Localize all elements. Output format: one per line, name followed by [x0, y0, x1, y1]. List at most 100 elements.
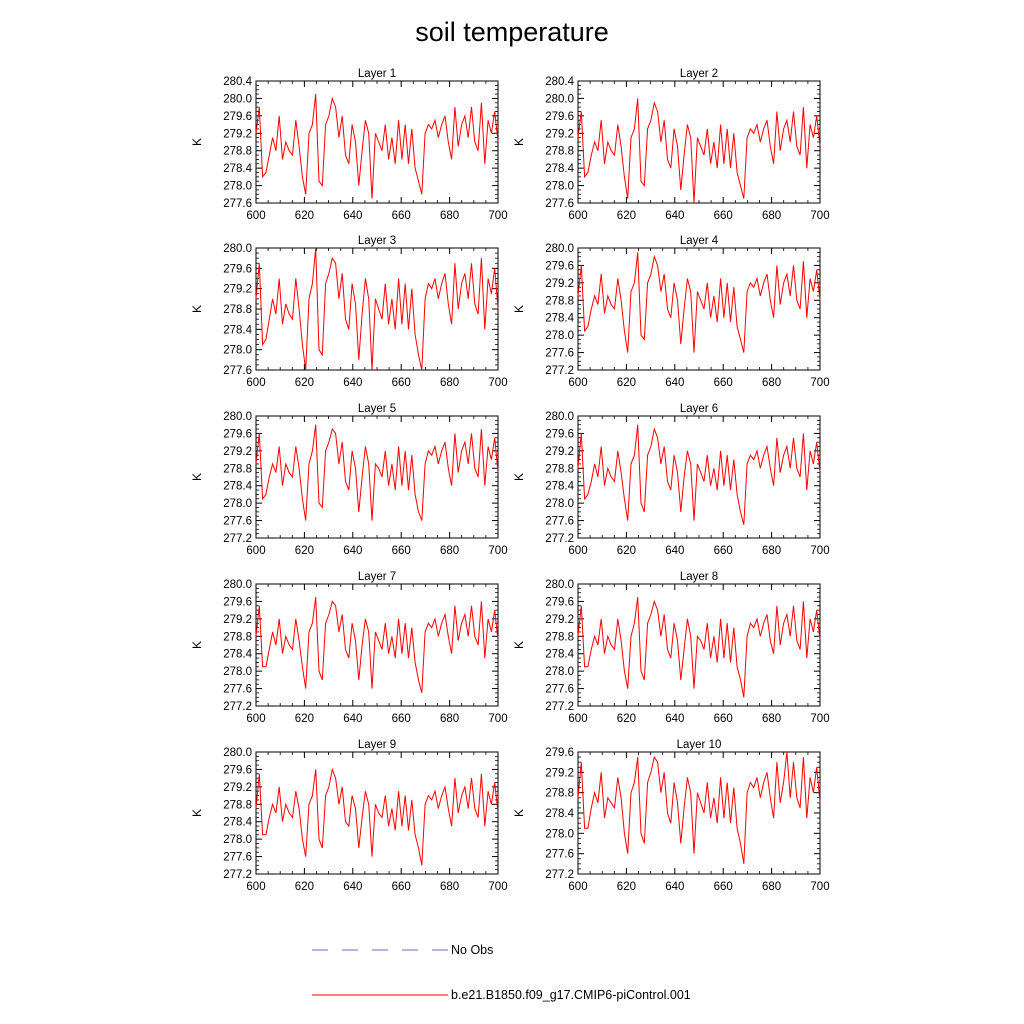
y-tick-label: 278.0 — [545, 666, 574, 678]
panel-title: Layer 3 — [358, 235, 396, 247]
y-tick-label: 277.2 — [223, 869, 252, 881]
x-tick-label: 700 — [810, 545, 829, 557]
y-tick-label: 279.6 — [545, 596, 574, 608]
y-tick-label: 279.2 — [223, 284, 252, 296]
y-tick-label: 278.8 — [223, 799, 252, 811]
y-tick-label: 277.6 — [223, 365, 252, 377]
y-tick-label: 277.6 — [545, 849, 574, 861]
x-tick-label: 640 — [343, 881, 362, 893]
x-tick-label: 680 — [440, 377, 459, 389]
y-tick-label: 277.6 — [545, 198, 574, 210]
x-tick-label: 660 — [392, 210, 411, 222]
x-tick-label: 620 — [295, 545, 314, 557]
y-tick-label: 277.6 — [223, 852, 252, 864]
y-tick-label: 279.6 — [545, 111, 574, 123]
panel-layer-9: Layer 9 K 277.2 277.6 278.0 278.4 278.8 279.2 27… — [190, 739, 508, 893]
y-tick-label: 279.2 — [545, 128, 574, 140]
series-line — [255, 424, 499, 521]
panel-layer-10: Layer 10 K 277.2 277.6 278.0 278.4 278.8 279.2 2… — [512, 739, 830, 893]
x-tick-label: 640 — [343, 545, 362, 557]
x-tick-label: 700 — [488, 881, 507, 893]
series-line — [577, 597, 821, 698]
y-tick-label: 278.0 — [545, 498, 574, 510]
y-tick-label: 279.2 — [223, 614, 252, 626]
x-tick-label: 660 — [714, 377, 733, 389]
x-tick-label: 680 — [440, 545, 459, 557]
y-axis-label: K — [190, 138, 204, 146]
x-tick-label: 640 — [665, 713, 684, 725]
y-tick-label: 278.0 — [223, 181, 252, 193]
x-tick-label: 700 — [810, 881, 829, 893]
panels-group: Layer 1 K 277.6 278.0 278.4 278.8 279.2 279.6 28… — [190, 68, 830, 893]
y-tick-label: 280.0 — [545, 411, 574, 423]
y-tick-label: 279.2 — [545, 614, 574, 626]
series-line — [255, 247, 499, 371]
series-line — [577, 252, 821, 353]
panel-title: Layer 8 — [680, 571, 718, 583]
y-tick-label: 277.6 — [545, 348, 574, 360]
y-tick-label: 277.2 — [223, 701, 252, 713]
x-tick-label: 680 — [440, 210, 459, 222]
y-tick-label: 278.8 — [223, 463, 252, 475]
x-tick-label: 700 — [810, 713, 829, 725]
y-axis-label: K — [512, 641, 526, 649]
y-tick-label: 278.0 — [545, 330, 574, 342]
panel-title: Layer 9 — [358, 739, 396, 751]
y-axis-label: K — [512, 138, 526, 146]
series-line — [255, 94, 499, 199]
y-tick-label: 278.8 — [545, 788, 574, 800]
y-tick-label: 280.0 — [223, 579, 252, 591]
y-tick-label: 278.8 — [223, 146, 252, 158]
series-line — [577, 424, 821, 526]
y-tick-label: 278.4 — [545, 163, 574, 175]
y-tick-label: 278.0 — [223, 345, 252, 357]
x-tick-label: 600 — [568, 881, 587, 893]
panel-layer-7: Layer 7 K 277.2 277.6 278.0 278.4 278.8 279.2 27… — [190, 571, 508, 725]
x-tick-label: 660 — [392, 545, 411, 557]
panel-frame — [255, 247, 499, 371]
y-tick-label: 280.0 — [223, 93, 252, 105]
x-tick-label: 700 — [810, 210, 829, 222]
y-tick-label: 279.2 — [545, 767, 574, 779]
y-axis-label: K — [190, 473, 204, 481]
panel-title: Layer 10 — [677, 739, 722, 751]
x-tick-label: 640 — [665, 210, 684, 222]
y-tick-label: 278.8 — [545, 146, 574, 158]
y-tick-label: 280.4 — [223, 76, 252, 88]
y-axis-label: K — [190, 305, 204, 313]
y-tick-label: 279.2 — [223, 446, 252, 458]
y-tick-label: 278.4 — [223, 481, 252, 493]
panel-layer-4: Layer 4 K 277.2 277.6 278.0 278.4 278.8 279.2 27… — [512, 235, 830, 389]
x-tick-label: 660 — [714, 210, 733, 222]
x-tick-label: 680 — [762, 545, 781, 557]
y-axis-label: K — [512, 473, 526, 481]
x-tick-label: 600 — [246, 210, 265, 222]
x-tick-label: 660 — [714, 713, 733, 725]
y-tick-label: 278.4 — [545, 808, 574, 820]
y-tick-label: 278.8 — [545, 463, 574, 475]
x-tick-label: 640 — [665, 545, 684, 557]
y-tick-label: 280.4 — [545, 76, 574, 88]
panel-layer-6: Layer 6 K 277.2 277.6 278.0 278.4 278.8 279.2 27… — [512, 403, 830, 557]
y-tick-label: 277.6 — [545, 516, 574, 528]
y-tick-label: 278.0 — [223, 498, 252, 510]
y-tick-label: 278.4 — [545, 313, 574, 325]
x-tick-label: 700 — [488, 545, 507, 557]
panel-title: Layer 6 — [680, 403, 718, 415]
x-tick-label: 620 — [295, 881, 314, 893]
panel-layer-1: Layer 1 K 277.6 278.0 278.4 278.8 279.2 279.6 28… — [190, 68, 508, 222]
x-tick-label: 660 — [392, 713, 411, 725]
y-tick-label: 278.0 — [223, 834, 252, 846]
y-tick-label: 279.6 — [223, 596, 252, 608]
x-tick-label: 680 — [762, 713, 781, 725]
y-tick-label: 278.0 — [545, 181, 574, 193]
panel-title: Layer 2 — [680, 68, 718, 80]
x-tick-label: 680 — [762, 377, 781, 389]
series-line — [577, 751, 821, 864]
x-tick-label: 620 — [617, 881, 636, 893]
x-tick-label: 600 — [246, 545, 265, 557]
y-tick-label: 277.2 — [545, 533, 574, 545]
y-tick-label: 280.0 — [545, 579, 574, 591]
